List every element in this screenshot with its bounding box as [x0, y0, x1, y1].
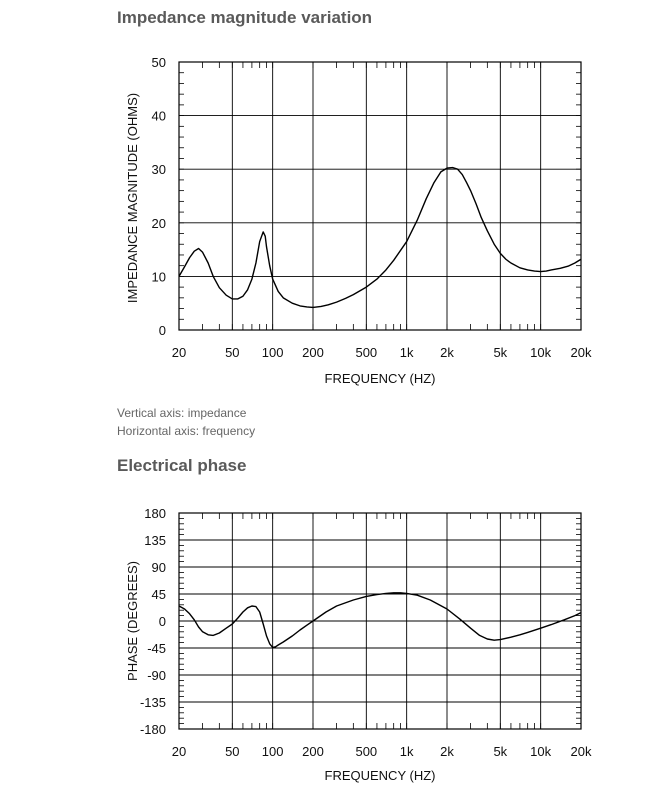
x-tick-label: 20 — [172, 744, 186, 759]
y-tick-label: 135 — [144, 533, 166, 548]
x-tick-label: 10k — [530, 744, 551, 759]
x-tick-label: 5k — [493, 744, 507, 759]
series-line — [178, 592, 582, 649]
x-tick-label: 100 — [262, 744, 284, 759]
y-tick-label: 0 — [159, 614, 166, 629]
x-tick-label: 20k — [571, 744, 592, 759]
x-tick-label: 200 — [302, 345, 324, 360]
y-axis-label: PHASE (DEGREES) — [125, 561, 140, 681]
x-tick-label: 20k — [571, 345, 592, 360]
y-tick-label: 40 — [152, 109, 166, 124]
x-tick-label: 500 — [355, 744, 377, 759]
y-tick-label: -45 — [147, 641, 166, 656]
x-tick-label: 1k — [400, 345, 414, 360]
y-tick-label: 90 — [152, 560, 166, 575]
x-axis-label: FREQUENCY (HZ) — [325, 371, 436, 386]
x-tick-label: 5k — [493, 345, 507, 360]
x-tick-label: 2k — [440, 744, 454, 759]
x-tick-label: 200 — [302, 744, 324, 759]
x-tick-label: 50 — [225, 345, 239, 360]
y-tick-label: 45 — [152, 587, 166, 602]
phase-chart: 20 50 100 200 500 1k 2k 5k 10k 20k -180 -135 -90 -45 0… — [125, 506, 592, 783]
x-tick-label: 10k — [530, 345, 551, 360]
phase-section-title: Electrical phase — [117, 456, 247, 475]
series-line — [178, 166, 582, 309]
y-tick-label: -90 — [147, 668, 166, 683]
x-tick-label: 500 — [355, 345, 377, 360]
caption-vertical-axis: Vertical axis: impedance — [117, 406, 247, 420]
impedance-section-title: Impedance magnitude variation — [117, 8, 373, 27]
x-tick-label: 20 — [172, 345, 186, 360]
caption-horizontal-axis: Horizontal axis: frequency — [117, 424, 256, 438]
y-tick-label: 20 — [152, 216, 166, 231]
y-tick-label: 30 — [152, 162, 166, 177]
plot-frame — [178, 61, 582, 331]
x-tick-label: 1k — [400, 744, 414, 759]
impedance-chart: 20 50 100 200 500 1k 2k 5k 10k 20k 0 10 20 30 40 50 FREQ… — [125, 55, 592, 386]
y-tick-label: 50 — [152, 55, 166, 70]
y-axis-label: IMPEDANCE MAGNITUDE (OHMS) — [125, 93, 140, 303]
y-tick-label: 180 — [144, 506, 166, 521]
y-tick-label: -135 — [140, 695, 166, 710]
y-tick-label: -180 — [140, 722, 166, 737]
y-tick-label: 10 — [152, 269, 166, 284]
x-tick-label: 100 — [262, 345, 284, 360]
x-axis-label: FREQUENCY (HZ) — [325, 768, 436, 783]
x-tick-label: 50 — [225, 744, 239, 759]
y-tick-label: 0 — [159, 323, 166, 338]
x-tick-label: 2k — [440, 345, 454, 360]
